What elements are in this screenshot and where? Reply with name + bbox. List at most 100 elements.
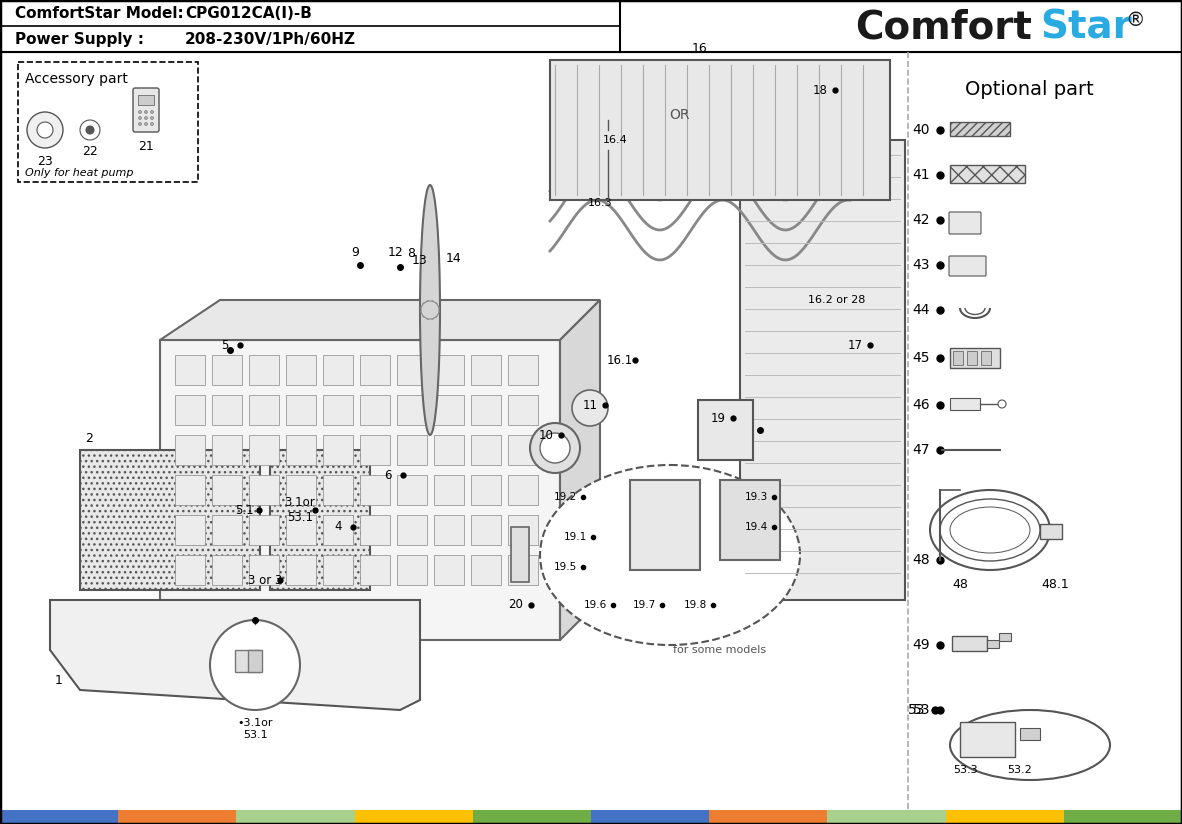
- FancyBboxPatch shape: [949, 212, 981, 234]
- Text: 19.4: 19.4: [745, 522, 767, 532]
- Circle shape: [144, 116, 148, 119]
- Text: Accessory part: Accessory part: [25, 72, 128, 86]
- Polygon shape: [560, 300, 600, 640]
- Text: 46: 46: [913, 398, 930, 412]
- Circle shape: [80, 120, 100, 140]
- Bar: [630, 480, 700, 570]
- Bar: [397, 515, 427, 545]
- Bar: [269, 450, 370, 590]
- Bar: [967, 351, 978, 365]
- Bar: [175, 475, 204, 505]
- Bar: [999, 633, 1011, 641]
- Text: 16.2 or 28: 16.2 or 28: [807, 295, 865, 305]
- Bar: [397, 435, 427, 465]
- Bar: [361, 355, 390, 385]
- Text: 6: 6: [384, 469, 391, 481]
- Bar: [118, 810, 236, 824]
- Text: 45: 45: [913, 351, 930, 365]
- Text: Power Supply :: Power Supply :: [15, 31, 144, 46]
- Bar: [249, 355, 279, 385]
- Bar: [361, 515, 390, 545]
- Bar: [953, 351, 963, 365]
- Bar: [286, 395, 316, 425]
- Bar: [434, 395, 465, 425]
- Circle shape: [540, 433, 570, 463]
- Text: 18: 18: [812, 83, 827, 96]
- Bar: [249, 515, 279, 545]
- Bar: [175, 515, 204, 545]
- Text: 53.2: 53.2: [1007, 765, 1032, 775]
- Bar: [981, 351, 991, 365]
- Bar: [950, 398, 980, 410]
- Circle shape: [210, 620, 300, 710]
- Bar: [212, 475, 242, 505]
- Polygon shape: [50, 600, 420, 710]
- Bar: [946, 810, 1064, 824]
- Text: 5: 5: [221, 339, 228, 352]
- Bar: [950, 165, 1025, 183]
- Bar: [434, 555, 465, 585]
- Bar: [508, 515, 538, 545]
- Bar: [286, 555, 316, 585]
- Bar: [397, 395, 427, 425]
- Circle shape: [572, 390, 608, 426]
- Text: 12: 12: [388, 246, 404, 259]
- Bar: [987, 640, 999, 648]
- Bar: [80, 450, 260, 590]
- Bar: [235, 650, 260, 672]
- Bar: [323, 355, 353, 385]
- Bar: [434, 435, 465, 465]
- Text: 19.7: 19.7: [632, 600, 656, 610]
- Text: 2: 2: [85, 432, 93, 445]
- Bar: [550, 60, 890, 200]
- Text: 4: 4: [335, 521, 342, 533]
- Bar: [434, 355, 465, 385]
- Polygon shape: [160, 300, 600, 340]
- Circle shape: [144, 123, 148, 125]
- Bar: [323, 395, 353, 425]
- Bar: [236, 810, 355, 824]
- Text: 19.3: 19.3: [745, 492, 767, 502]
- Bar: [175, 395, 204, 425]
- Ellipse shape: [950, 710, 1110, 780]
- Text: OR: OR: [670, 108, 690, 122]
- Text: ComfortStar Model:: ComfortStar Model:: [15, 6, 183, 21]
- Text: 9: 9: [351, 246, 359, 259]
- Bar: [508, 475, 538, 505]
- Bar: [434, 515, 465, 545]
- Bar: [397, 475, 427, 505]
- Text: ®: ®: [1125, 11, 1144, 30]
- Bar: [952, 636, 987, 651]
- Bar: [720, 480, 780, 560]
- Bar: [473, 810, 591, 824]
- FancyBboxPatch shape: [18, 62, 199, 182]
- Bar: [355, 810, 473, 824]
- Circle shape: [150, 123, 154, 125]
- Bar: [1064, 810, 1182, 824]
- Circle shape: [530, 423, 580, 473]
- Bar: [286, 475, 316, 505]
- Bar: [138, 95, 154, 105]
- Bar: [470, 515, 501, 545]
- Bar: [470, 395, 501, 425]
- Text: 16.1: 16.1: [606, 353, 634, 367]
- Text: 208-230V/1Ph/60HZ: 208-230V/1Ph/60HZ: [186, 31, 356, 46]
- FancyBboxPatch shape: [949, 256, 986, 276]
- Text: 16.4: 16.4: [603, 135, 628, 145]
- Bar: [470, 555, 501, 585]
- Bar: [827, 810, 946, 824]
- Bar: [0, 0, 1182, 52]
- Circle shape: [144, 110, 148, 114]
- Circle shape: [138, 123, 142, 125]
- Text: 10: 10: [539, 428, 553, 442]
- Bar: [470, 435, 501, 465]
- Text: 49: 49: [913, 638, 930, 652]
- Bar: [508, 555, 538, 585]
- Bar: [286, 515, 316, 545]
- Bar: [361, 435, 390, 465]
- Text: 16: 16: [693, 42, 708, 55]
- Text: 48: 48: [952, 578, 968, 591]
- Bar: [960, 722, 1015, 757]
- Bar: [212, 355, 242, 385]
- Text: 19.6: 19.6: [584, 600, 606, 610]
